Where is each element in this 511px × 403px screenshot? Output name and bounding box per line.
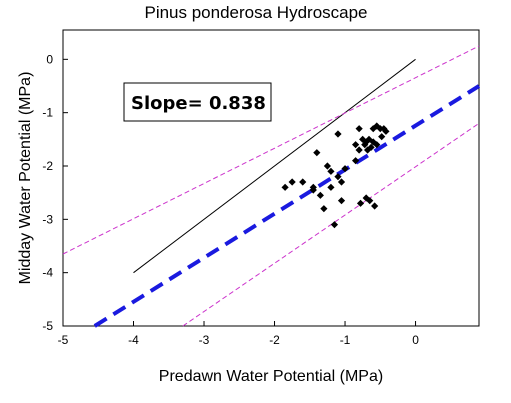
plot-frame (62, 29, 480, 327)
x-tick-label: -3 (199, 333, 210, 347)
data-point (361, 141, 369, 149)
x-tick-label: -2 (269, 333, 280, 347)
data-point (334, 173, 342, 181)
data-points (281, 122, 390, 229)
data-point (309, 186, 317, 194)
data-point (369, 138, 377, 146)
upper-bound-line (62, 45, 480, 255)
x-tick-label: -1 (340, 333, 351, 347)
y-tick-label: -5 (42, 319, 53, 333)
data-point (382, 127, 390, 135)
x-tick-label: 0 (412, 333, 419, 347)
data-point (367, 143, 375, 151)
data-point (355, 146, 363, 154)
y-tick-label: -2 (42, 159, 53, 173)
y-tick-label: -3 (42, 212, 53, 226)
regression-line (93, 84, 481, 328)
data-point (281, 183, 289, 191)
data-point (369, 125, 377, 133)
data-point (362, 194, 370, 202)
data-point (323, 162, 332, 170)
plot-area (62, 29, 480, 327)
data-point (380, 125, 388, 133)
data-point (366, 197, 374, 205)
y-tick-label: -1 (42, 106, 53, 120)
data-point (299, 178, 307, 186)
data-point (320, 205, 328, 213)
y-axis-label: Midday Water Potential (MPa) (17, 72, 34, 285)
data-point (288, 178, 296, 186)
x-tick-label: -4 (128, 333, 139, 347)
axis-ticks: -5 -4 -3 -2 -1 0 -5 -4 -3 -2 -1 0 (42, 52, 419, 347)
x-tick-label: -5 (58, 333, 69, 347)
data-point (341, 165, 349, 173)
x-axis-label: Predawn Water Potential (MPa) (159, 368, 383, 385)
data-point (378, 133, 386, 141)
data-point (352, 141, 360, 149)
slope-annotation: Slope= 0.838 (123, 82, 272, 122)
data-point (337, 178, 346, 186)
data-point (355, 125, 363, 133)
slope-box (123, 82, 272, 122)
data-point (330, 221, 339, 229)
data-point (337, 197, 346, 205)
y-tick-label: 0 (46, 52, 53, 66)
data-point (313, 149, 321, 157)
data-point (362, 138, 370, 146)
data-point (327, 167, 335, 175)
data-point (356, 199, 365, 207)
data-point (316, 191, 324, 199)
one-to-one-line (133, 58, 416, 274)
y-tick-label: -4 (42, 266, 53, 280)
data-point (327, 183, 335, 191)
data-point (334, 130, 342, 138)
chart-title: Pinus ponderosa Hydroscape (144, 3, 367, 22)
data-point (373, 141, 381, 149)
data-point (352, 157, 360, 165)
slope-text: Slope= 0.838 (131, 93, 266, 114)
data-point (371, 202, 379, 210)
